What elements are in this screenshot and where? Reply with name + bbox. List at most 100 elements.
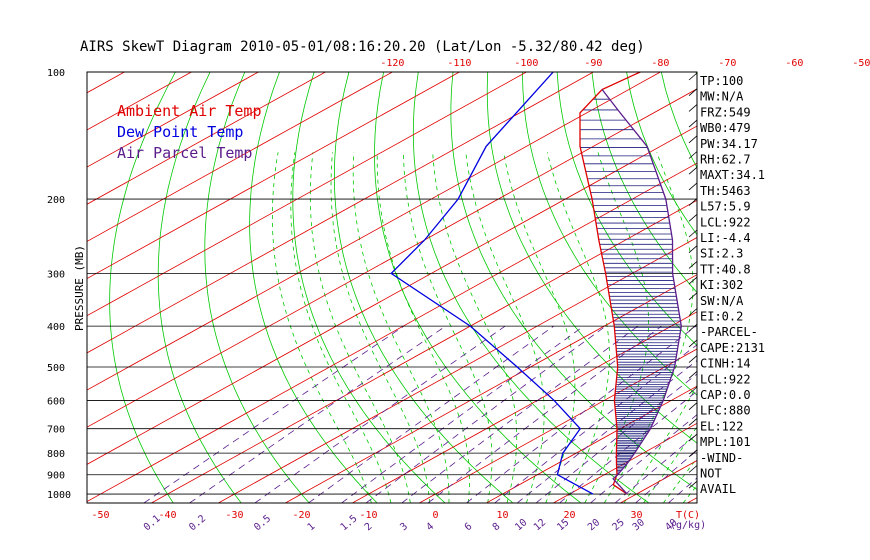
top-temp-tick-label: -50	[852, 58, 870, 69]
mixing-ratio-tick-label: 8	[491, 521, 503, 533]
index-tick-mark	[688, 355, 698, 363]
index-tick-mark	[688, 339, 698, 348]
series-line-dew-point-temp	[390, 72, 594, 495]
index-tick-mark	[688, 151, 698, 159]
top-temp-tick-label: -70	[718, 58, 736, 69]
index-tick-mark	[688, 198, 698, 206]
sounding-index-label: -WIND-	[700, 451, 743, 465]
isotherm-line	[87, 72, 326, 205]
legend-entry: Ambient Air Temp	[117, 102, 262, 120]
moist-adiabat-line	[352, 152, 450, 503]
dry-adiabat-line	[412, 72, 650, 503]
index-tick-mark	[688, 88, 698, 97]
isotherm-line	[486, 385, 697, 503]
moist-adiabat-line	[584, 152, 649, 503]
sounding-index-label: PW:34.17	[700, 137, 758, 151]
moist-adiabat-line	[309, 152, 411, 503]
mixing-ratio-tick-label: 0.2	[187, 513, 208, 533]
chart-title: AIRS SkewT Diagram 2010-05-01/08:16:20.2…	[80, 39, 645, 55]
sounding-index-label: AVAIL	[700, 482, 736, 496]
bottom-temp-tick-label: 10	[496, 510, 508, 521]
index-tick-mark	[688, 449, 698, 458]
chart-legend: Ambient Air Temp Dew Point Temp Air Parcel…	[117, 102, 262, 162]
cape-hatching	[579, 98, 682, 476]
moist-adiabat-line	[330, 152, 431, 503]
pressure-tick-label: 200	[47, 195, 65, 206]
sounding-index-label: LI:-4.4	[700, 231, 751, 245]
moist-adiabat-line	[546, 152, 610, 503]
sounding-index-label: CAPE:2131	[700, 341, 765, 355]
bottom-temp-tick-label: 20	[563, 510, 575, 521]
sounding-index-label: L57:5.9	[700, 200, 751, 214]
isotherm-line	[151, 199, 697, 503]
index-tick-mark	[688, 72, 698, 81]
series-line-air-parcel-temp	[601, 89, 682, 495]
sounding-index-label: SW:N/A	[700, 294, 744, 308]
sounding-index-label: CINH:14	[700, 357, 751, 371]
moist-adiabat-line	[603, 152, 694, 503]
mixing-ratio-line	[427, 325, 662, 503]
isotherm-line	[87, 72, 594, 354]
pressure-tick-label: 600	[47, 396, 65, 407]
dry-adiabat-line	[109, 72, 176, 503]
sounding-index-label: CAP:0.0	[700, 388, 751, 402]
dry-adiabat-line	[835, 72, 870, 503]
index-tick-mark	[688, 261, 698, 269]
sounding-index-label: LCL:922	[700, 215, 751, 229]
dry-adiabat-line	[765, 72, 870, 503]
isotherm-line	[553, 422, 697, 503]
temp-axis-unit-label: T(C)	[676, 510, 700, 521]
moist-adiabat-line	[376, 152, 470, 503]
isotherm-line	[87, 72, 125, 94]
sounding-index-label: MAXT:34.1	[700, 168, 765, 182]
isotherm-line	[87, 125, 697, 465]
mixing-ratio-line	[254, 325, 506, 503]
mixing-ratio-tick-label: 12	[532, 517, 548, 533]
index-tick-mark	[688, 119, 698, 128]
isotherm-line	[352, 311, 697, 503]
top-temp-tick-label: -60	[785, 58, 803, 69]
index-tick-mark	[688, 182, 698, 191]
pressure-tick-label: 1000	[47, 490, 71, 501]
mixing-ratio-unit-label: (g/kg)	[670, 520, 706, 531]
mixing-ratio-line	[614, 433, 697, 503]
index-tick-mark	[688, 402, 698, 411]
sounding-index-label: SI:2.3	[700, 247, 743, 261]
isotherm-line	[218, 237, 697, 503]
mixing-ratio-line	[516, 360, 697, 503]
mixing-ratio-line	[341, 325, 585, 503]
mixing-ratio-tick-label: 1.5	[339, 513, 360, 533]
legend-entry: Air Parcel Temp	[117, 144, 252, 162]
index-tick-mark	[688, 245, 698, 254]
sounding-index-label: -PARCEL-	[700, 325, 758, 339]
dry-adiabat-line	[333, 72, 514, 503]
sounding-index-label: KI:302	[700, 278, 743, 292]
pressure-tick-label: 700	[47, 425, 65, 436]
index-tick-mark	[688, 166, 698, 175]
index-tick-mark	[688, 276, 698, 285]
mixing-ratio-line	[635, 449, 697, 503]
pressure-tick-label: 500	[47, 363, 65, 374]
sounding-index-label: WB0:479	[700, 121, 751, 135]
isotherm-line	[419, 348, 697, 503]
dry-adiabat-line	[522, 72, 697, 396]
mixing-ratio-tick-label: 6	[463, 521, 475, 533]
moist-adiabat-line	[643, 426, 697, 503]
index-tick-mark	[688, 465, 698, 473]
mixing-ratio-line	[401, 325, 639, 503]
pressure-tick-label: 400	[47, 322, 65, 333]
dry-adiabat-line	[157, 72, 242, 503]
top-temp-tick-label: -80	[651, 58, 669, 69]
bottom-temp-tick-label: 0	[432, 510, 438, 521]
y-axis-label: PRESSURE (MB)	[73, 245, 86, 331]
mixing-ratio-tick-label: 3	[398, 521, 410, 533]
isotherm-line	[87, 72, 259, 168]
sounding-index-label: RH:62.7	[700, 153, 751, 167]
sounding-index-label: LCL:922	[700, 372, 751, 386]
isotherm-line	[87, 162, 697, 503]
dry-adiabat-line	[204, 72, 310, 503]
sounding-index-label: NOT	[700, 467, 722, 481]
plot-frame	[86, 71, 698, 504]
profile-series	[390, 72, 682, 495]
